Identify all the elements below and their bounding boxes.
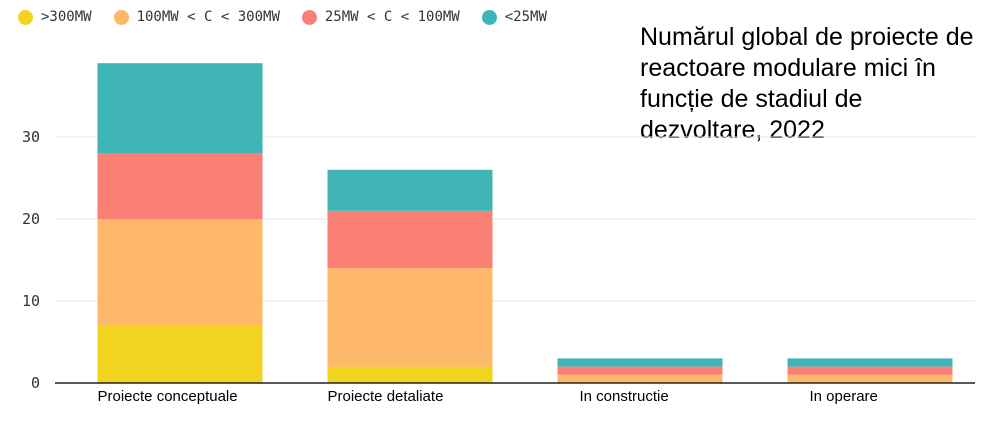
y-tick-label-10: 10: [22, 292, 40, 310]
legend-swatch-lt25: [481, 9, 497, 25]
bar-1-series-3: [327, 169, 493, 211]
legend-swatch-25-100: [301, 9, 317, 25]
legend-item-gt300: >300MW: [18, 9, 92, 25]
y-tick-label-30: 30: [22, 128, 40, 146]
legend-swatch-100-300: [113, 9, 129, 25]
chart-title: Numărul global de proiecte de reactoare …: [640, 23, 974, 144]
x-tick-label-0: Proiecte conceptuale: [98, 388, 238, 405]
y-tick-label-0: 0: [31, 374, 40, 392]
bar-2-series-1: [557, 374, 723, 383]
bar-1-series-0: [327, 366, 493, 383]
legend: >300MW 100MW < C < 300MW 25MW < C < 100M…: [18, 9, 569, 25]
x-tick-label-1: Proiecte detaliate: [328, 388, 444, 405]
legend-item-100-300: 100MW < C < 300MW: [113, 9, 280, 25]
bar-2-series-2: [557, 366, 723, 375]
bar-1-series-2: [327, 210, 493, 269]
legend-item-25-100: 25MW < C < 100MW: [301, 9, 460, 25]
y-tick-label-20: 20: [22, 210, 40, 228]
bar-3-series-2: [787, 366, 953, 375]
legend-label-lt25: <25MW: [504, 9, 547, 25]
x-tick-label-3: In operare: [810, 388, 878, 405]
bar-1-series-1: [327, 268, 493, 367]
bar-3-series-3: [787, 358, 953, 367]
legend-swatch-gt300: [18, 9, 33, 25]
bar-0-series-2: [97, 153, 263, 219]
bar-0-series-3: [97, 63, 263, 154]
legend-label-100-300: 100MW < C < 300MW: [136, 9, 280, 25]
legend-item-lt25: <25MW: [481, 9, 547, 25]
legend-label-25-100: 25MW < C < 100MW: [324, 9, 460, 25]
bar-2-series-3: [557, 358, 723, 367]
legend-label-gt300: >300MW: [41, 9, 92, 25]
bar-0-series-1: [97, 219, 263, 326]
bar-0-series-0: [97, 325, 263, 383]
x-tick-label-2: In constructie: [580, 388, 669, 405]
bar-3-series-1: [787, 374, 953, 383]
